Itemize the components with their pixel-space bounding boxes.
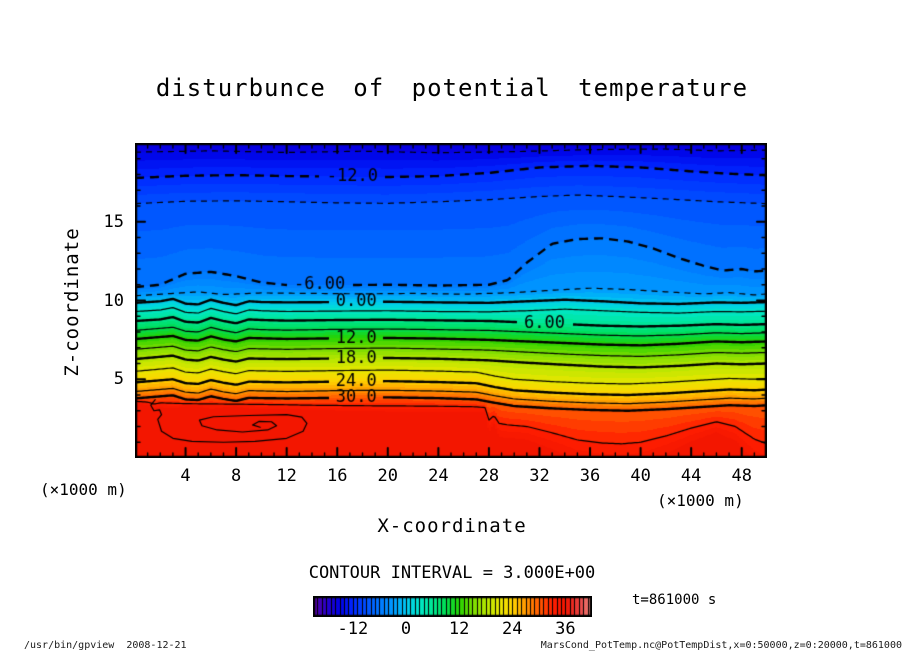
x-tick-label: 44 [680, 466, 702, 486]
x-tick-label: 20 [377, 466, 399, 486]
footer-command: /usr/bin/gpview 2008-12-21 [24, 640, 187, 651]
x-tick-label: 36 [579, 466, 601, 486]
plot-title: disturbunce of potential temperature [155, 74, 749, 102]
contour-interval-note: CONTOUR INTERVAL = 3.000E+00 [308, 563, 596, 583]
x-tick-label: 24 [428, 466, 449, 486]
footer-source: MarsCond_PotTemp.nc@PotTempDist,x=0:5000… [540, 640, 902, 651]
x-tick-label: 48 [731, 466, 752, 486]
z-tick-label: 15 [103, 211, 124, 232]
x-tick-label: 12 [276, 466, 297, 486]
x-tick-label: 28 [478, 466, 500, 486]
x-tick-label: 8 [230, 466, 242, 486]
colorbar-tick-label: 24 [502, 619, 523, 639]
colorbar-tick-label: 12 [448, 619, 470, 639]
colorbar-tick-label: -12 [337, 619, 369, 639]
colorbar [313, 596, 592, 617]
time-annotation: t=861000 s [632, 592, 717, 608]
x-axis-label: X-coordinate [377, 515, 527, 537]
x-tick-label: 4 [180, 466, 191, 486]
contour-plot-canvas [135, 143, 767, 458]
axis-unit-label-left: (×1000 m) [40, 480, 127, 499]
z-tick-label: 5 [113, 369, 124, 390]
x-tick-label: 40 [630, 466, 651, 486]
colorbar-tick-label: 36 [555, 619, 576, 639]
colorbar-tick-label: 0 [400, 619, 412, 639]
z-tick-label: 10 [103, 290, 124, 311]
x-tick-label: 32 [529, 466, 550, 486]
contour-plot-area [135, 143, 767, 458]
axis-unit-label-right: (×1000 m) [657, 491, 744, 510]
x-tick-label: 16 [326, 466, 348, 486]
